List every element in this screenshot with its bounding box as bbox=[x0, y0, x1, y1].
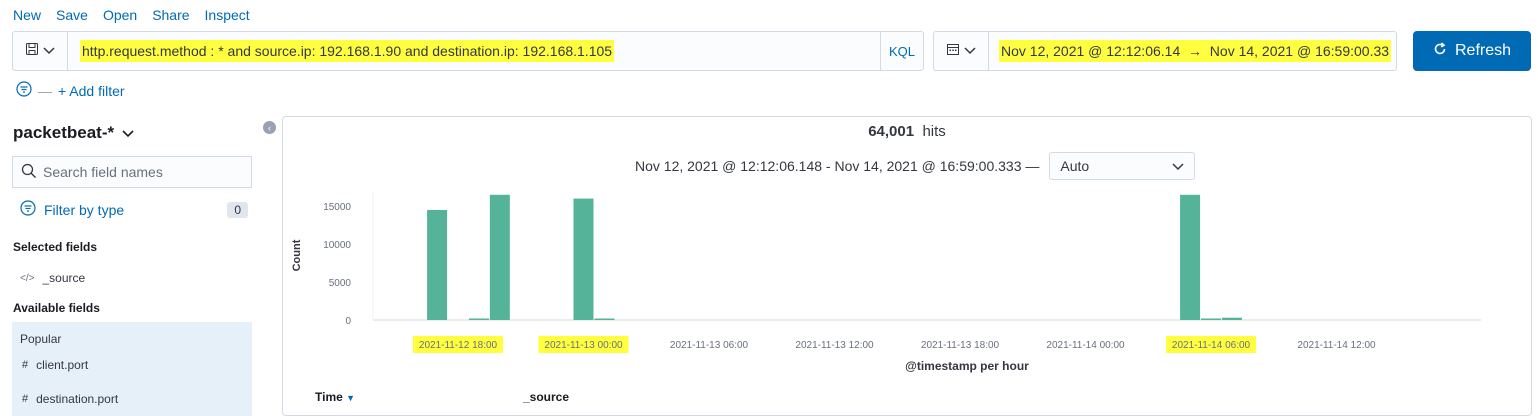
divider: — bbox=[38, 82, 52, 99]
sidebar: packetbeat-* Search field names Filter b… bbox=[0, 115, 270, 416]
hits-count: 64,001 hits bbox=[283, 123, 1531, 140]
tick-highlight bbox=[538, 336, 629, 353]
tick-highlight bbox=[413, 336, 503, 353]
field-name: client.port bbox=[36, 358, 89, 372]
popular-fields-section: Popular # client.port # destination.port bbox=[12, 322, 252, 416]
filter-icon bbox=[20, 200, 36, 219]
refresh-button[interactable]: Refresh bbox=[1413, 31, 1531, 71]
add-filter-button[interactable]: + Add filter bbox=[58, 82, 125, 99]
interval-value: Auto bbox=[1060, 158, 1090, 174]
histogram-bar bbox=[489, 194, 510, 320]
histogram-bar bbox=[1180, 194, 1201, 320]
arrow-icon: → bbox=[1188, 43, 1203, 59]
field-name: destination.port bbox=[36, 392, 119, 406]
column-source: _source bbox=[523, 390, 570, 404]
field-item-source[interactable]: </> _source bbox=[20, 271, 85, 285]
number-icon: # bbox=[22, 359, 29, 371]
y-tick-label: 5000 bbox=[329, 278, 352, 289]
query-input[interactable]: http.request.method : * and source.ip: 1… bbox=[68, 40, 880, 62]
x-tick-label: 2021-11-13 06:00 bbox=[670, 340, 749, 351]
nav-inspect[interactable]: Inspect bbox=[204, 7, 250, 23]
chevron-down-icon bbox=[122, 123, 134, 143]
range-text: Nov 12, 2021 @ 12:12:06.148 - Nov 14, 20… bbox=[635, 158, 1040, 174]
histogram-chart[interactable]: 0 5000 10000 15000 Count 2021-11-12 18:00 2021… bbox=[283, 177, 1531, 377]
filter-by-type-button[interactable]: Filter by type 0 bbox=[20, 200, 248, 219]
filter-menu-icon[interactable] bbox=[16, 81, 32, 100]
x-tick-label: 2021-11-12 18:00 bbox=[419, 340, 498, 351]
query-bar: http.request.method : * and source.ip: 1… bbox=[12, 31, 924, 71]
nav-open[interactable]: Open bbox=[102, 7, 138, 23]
calendar-icon bbox=[946, 42, 960, 61]
x-tick-label: 2021-11-13 18:00 bbox=[921, 340, 1000, 351]
query-text: http.request.method : * and source.ip: 1… bbox=[80, 40, 615, 62]
filter-count-badge: 0 bbox=[227, 201, 248, 218]
date-picker: Nov 12, 2021 @ 12:12:06.14 → Nov 14, 202… bbox=[933, 31, 1397, 71]
sort-down-icon: ▼ bbox=[346, 393, 356, 403]
x-tick-label: 2021-11-14 06:00 bbox=[1172, 340, 1251, 351]
x-tick-label: 2021-11-13 12:00 bbox=[795, 340, 874, 351]
popular-title: Popular bbox=[20, 332, 62, 346]
save-icon bbox=[25, 42, 39, 61]
nav-save[interactable]: Save bbox=[56, 7, 88, 23]
table-header: Time ▼ _source bbox=[315, 390, 715, 404]
y-tick-label: 10000 bbox=[323, 240, 351, 251]
x-axis-label: @timestamp per hour bbox=[905, 359, 1029, 373]
end-date-button[interactable]: Nov 14, 2021 @ 16:59:00.33 bbox=[1209, 43, 1390, 59]
y-axis-label: Count bbox=[291, 239, 303, 271]
start-date-button[interactable]: Nov 12, 2021 @ 12:12:06.14 bbox=[1001, 43, 1181, 59]
quick-menu-button[interactable] bbox=[934, 32, 989, 70]
field-name: _source bbox=[42, 271, 86, 285]
refresh-icon bbox=[1433, 41, 1447, 61]
saved-query-button[interactable] bbox=[13, 32, 68, 70]
search-placeholder: Search field names bbox=[43, 164, 163, 180]
tick-highlight bbox=[1166, 336, 1256, 353]
field-item-destination-port[interactable]: # destination.port bbox=[22, 392, 118, 406]
x-tick-label: 2021-11-14 12:00 bbox=[1297, 340, 1376, 351]
index-pattern-selector[interactable]: packetbeat-* bbox=[13, 123, 134, 143]
index-pattern-name: packetbeat-* bbox=[13, 123, 115, 142]
time-range: Nov 12, 2021 @ 12:12:06.14 → Nov 14, 202… bbox=[989, 40, 1396, 62]
chart-range: Nov 12, 2021 @ 12:12:06.148 - Nov 14, 20… bbox=[635, 152, 1196, 180]
x-tick-label: 2021-11-13 00:00 bbox=[544, 340, 623, 351]
histogram-bar bbox=[468, 318, 489, 320]
nav-new[interactable]: New bbox=[13, 7, 42, 23]
filter-by-type-label: Filter by type bbox=[44, 201, 125, 218]
hits-number: 64,001 bbox=[868, 123, 915, 140]
y-tick-label: 15000 bbox=[323, 202, 351, 213]
histogram-bar bbox=[1221, 317, 1242, 320]
nav-share[interactable]: Share bbox=[152, 7, 190, 23]
number-icon: # bbox=[22, 393, 29, 405]
histogram-bar bbox=[573, 198, 594, 320]
column-time[interactable]: Time ▼ bbox=[315, 390, 356, 404]
histogram-bar bbox=[427, 209, 448, 320]
hits-label: hits bbox=[922, 123, 946, 140]
top-nav: New Save Open Share Inspect bbox=[0, 0, 265, 30]
filter-row: — + Add filter bbox=[16, 81, 125, 100]
search-icon bbox=[21, 163, 37, 182]
chevron-down-icon bbox=[964, 42, 976, 60]
query-language-button[interactable]: KQL bbox=[880, 32, 923, 70]
interval-select[interactable]: Auto bbox=[1049, 152, 1196, 180]
results-panel: 64,001 hits Nov 12, 2021 @ 12:12:06.148 … bbox=[282, 116, 1532, 416]
chevron-down-icon bbox=[43, 42, 55, 60]
histogram-bar bbox=[594, 318, 615, 320]
code-icon: </> bbox=[20, 272, 35, 284]
collapse-sidebar-icon[interactable]: ‹ bbox=[263, 121, 276, 134]
available-fields-title: Available fields bbox=[13, 301, 100, 315]
chevron-down-icon bbox=[1172, 158, 1184, 174]
refresh-label: Refresh bbox=[1454, 42, 1512, 59]
x-tick-label: 2021-11-14 00:00 bbox=[1046, 340, 1125, 351]
selected-fields-title: Selected fields bbox=[13, 240, 98, 254]
field-item-client-port[interactable]: # client.port bbox=[22, 358, 88, 372]
histogram-bar bbox=[1201, 318, 1221, 320]
search-field-names-input[interactable]: Search field names bbox=[12, 156, 252, 188]
y-tick-label: 0 bbox=[345, 316, 351, 327]
